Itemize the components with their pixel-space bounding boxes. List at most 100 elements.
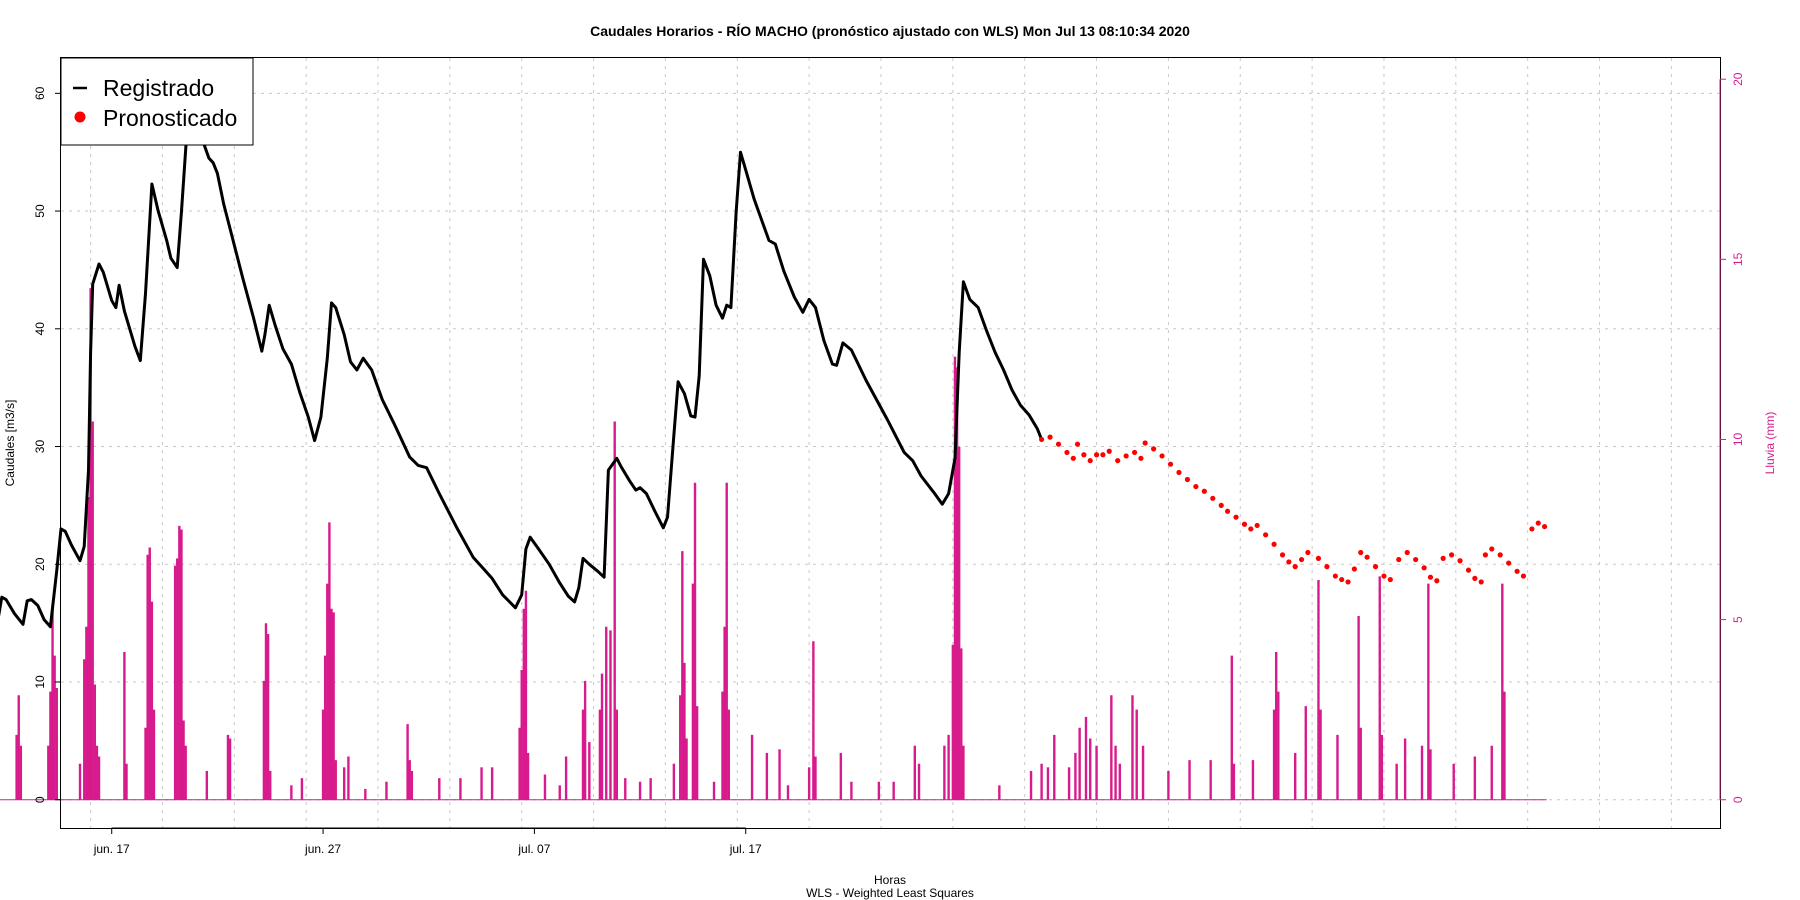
pronosticado-point bbox=[1151, 446, 1157, 452]
y-right-tick-label: 15 bbox=[1731, 252, 1745, 266]
chart-subtitle: WLS - Weighted Least Squares bbox=[806, 886, 974, 900]
pronosticado-point bbox=[1100, 452, 1106, 458]
x-tick-label: jun. 17 bbox=[93, 842, 130, 856]
pronosticado-point bbox=[1271, 541, 1277, 547]
pronosticado-point bbox=[1434, 578, 1440, 584]
pronosticado-point bbox=[1381, 573, 1387, 579]
pronosticado-point bbox=[1339, 576, 1345, 583]
pronosticado-point bbox=[1497, 552, 1503, 558]
x-axis-label: Horas bbox=[874, 873, 906, 887]
pronosticado-point bbox=[1541, 523, 1548, 530]
pronosticado-point bbox=[1081, 452, 1087, 458]
pronosticado-point bbox=[1413, 556, 1419, 563]
y-axis-right: 0 5 10 15 20 bbox=[1719, 72, 1745, 803]
y-tick-label: 0 bbox=[33, 796, 47, 803]
pronosticado-point bbox=[1224, 508, 1231, 514]
registrado-series bbox=[0, 76, 1043, 629]
y-axis-left: 0 10 20 30 40 50 60 bbox=[33, 86, 61, 803]
pronosticado-point bbox=[1358, 549, 1364, 556]
pronosticado-point bbox=[1364, 554, 1370, 560]
rain-bars bbox=[0, 288, 1547, 801]
pronosticado-point bbox=[1087, 458, 1093, 464]
pronosticado-point bbox=[1254, 522, 1260, 529]
pronosticado-point bbox=[1115, 458, 1121, 464]
pronosticado-point bbox=[1332, 573, 1338, 579]
pronosticado-point bbox=[1440, 555, 1446, 561]
y-right-tick-label: 0 bbox=[1731, 796, 1745, 803]
pronosticado-point bbox=[1093, 452, 1100, 458]
pronosticado-point bbox=[1315, 555, 1322, 561]
pronosticado-point bbox=[1514, 568, 1520, 574]
pronosticado-point bbox=[1241, 521, 1248, 527]
legend-pronosticado-swatch bbox=[74, 111, 86, 123]
pronosticado-point bbox=[1305, 549, 1311, 556]
pronosticado-point bbox=[1286, 559, 1292, 565]
grid-lines bbox=[61, 58, 1720, 828]
y-axis-right-label: Lluvia (mm) bbox=[1763, 412, 1777, 475]
pronosticado-point bbox=[1449, 552, 1455, 558]
pronosticado-point bbox=[1074, 441, 1081, 447]
pronosticado-point bbox=[1489, 546, 1495, 552]
pronosticado-point bbox=[1482, 552, 1489, 558]
registrado-line bbox=[0, 76, 1043, 629]
legend: Registrado Pronosticado bbox=[60, 57, 254, 146]
pronosticado-point bbox=[1351, 566, 1357, 572]
y-right-tick-label: 10 bbox=[1731, 432, 1745, 446]
pronosticado-point bbox=[1123, 453, 1129, 459]
pronosticado-point bbox=[1396, 556, 1402, 563]
pronosticado-point bbox=[1529, 526, 1535, 532]
legend-registrado-label: Registrado bbox=[103, 75, 214, 101]
y-tick-label: 60 bbox=[33, 86, 47, 100]
pronosticado-point bbox=[1535, 520, 1541, 526]
pronosticado-point bbox=[1131, 449, 1138, 456]
pronosticado-point bbox=[1263, 532, 1269, 538]
pronosticado-point bbox=[1387, 576, 1393, 583]
pronosticado-point bbox=[1372, 564, 1379, 570]
legend-pronosticado-label: Pronosticado bbox=[103, 105, 237, 131]
pronosticado-point bbox=[1159, 453, 1165, 459]
pronosticado-point bbox=[1506, 560, 1512, 566]
y-tick-label: 20 bbox=[33, 557, 47, 571]
pronosticado-point bbox=[1138, 455, 1144, 461]
pronosticado-point bbox=[1404, 549, 1410, 556]
pronosticado-point bbox=[1472, 575, 1478, 581]
legend-box bbox=[60, 57, 254, 146]
y-tick-label: 30 bbox=[33, 440, 47, 454]
pronosticado-point bbox=[1064, 449, 1070, 456]
y-right-tick-label: 5 bbox=[1731, 616, 1745, 623]
pronosticado-series bbox=[1039, 434, 1548, 585]
pronosticado-point bbox=[1324, 564, 1330, 570]
pronosticado-point bbox=[1279, 552, 1286, 558]
pronosticado-point bbox=[1218, 502, 1224, 509]
pronosticado-point bbox=[1106, 448, 1112, 454]
pronosticado-point bbox=[1478, 579, 1484, 585]
pronosticado-point bbox=[1457, 558, 1463, 564]
x-tick-label: jul. 07 bbox=[517, 842, 550, 856]
pronosticado-point bbox=[1055, 441, 1062, 447]
pronosticado-point bbox=[1427, 574, 1434, 580]
x-tick-label: jun. 27 bbox=[304, 842, 341, 856]
pronosticado-point bbox=[1210, 495, 1216, 501]
y-tick-label: 10 bbox=[33, 675, 47, 689]
pronosticado-point bbox=[1184, 476, 1191, 483]
pronosticado-point bbox=[1142, 440, 1148, 446]
pronosticado-point bbox=[1176, 469, 1182, 476]
chart-title: Caudales Horarios - RÍO MACHO (pronóstic… bbox=[590, 23, 1190, 39]
y-right-tick-label: 20 bbox=[1731, 72, 1745, 86]
pronosticado-point bbox=[1520, 573, 1527, 579]
pronosticado-point bbox=[1039, 436, 1045, 443]
pronosticado-point bbox=[1047, 434, 1053, 440]
pronosticado-point bbox=[1248, 526, 1254, 532]
pronosticado-point bbox=[1070, 455, 1076, 461]
pronosticado-point bbox=[1421, 565, 1427, 571]
pronosticado-point bbox=[1345, 579, 1351, 585]
y-tick-label: 50 bbox=[33, 204, 47, 218]
x-axis: jun. 17 jun. 27 jul. 07 jul. 17 bbox=[93, 827, 762, 856]
y-axis-left-label: Caudales [m3/s] bbox=[3, 400, 17, 487]
y-tick-label: 40 bbox=[33, 322, 47, 336]
pronosticado-point bbox=[1292, 564, 1298, 570]
pronosticado-point bbox=[1465, 567, 1472, 573]
x-tick-label: jul. 17 bbox=[729, 842, 762, 856]
